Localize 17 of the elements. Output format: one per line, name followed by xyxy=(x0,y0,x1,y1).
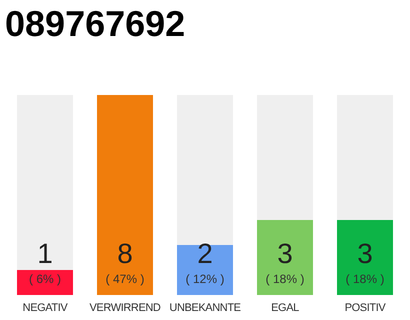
x-tick-label: VERWIRREND xyxy=(90,302,161,314)
annotation: ( 47% ) xyxy=(106,272,144,286)
chart-title: 089767692 xyxy=(5,2,186,46)
annotation: ( 6% ) xyxy=(28,272,62,286)
annotation: ( 18% ) xyxy=(266,272,304,286)
annotation: ( 18% ) xyxy=(346,272,384,286)
data-label: 3 xyxy=(357,238,373,269)
data-label: 2 xyxy=(197,238,213,269)
x-tick-label: NEGATIV xyxy=(22,302,68,314)
data-label: 3 xyxy=(277,238,293,269)
annotation: ( 12% ) xyxy=(186,272,224,286)
x-tick-label: UNBEKANNTE xyxy=(169,302,241,314)
bar xyxy=(17,270,73,295)
x-tick-label: POSITIV xyxy=(344,302,386,314)
data-label: 1 xyxy=(37,238,53,269)
x-tick-label: EGAL xyxy=(271,302,300,314)
data-label: 8 xyxy=(117,238,133,269)
